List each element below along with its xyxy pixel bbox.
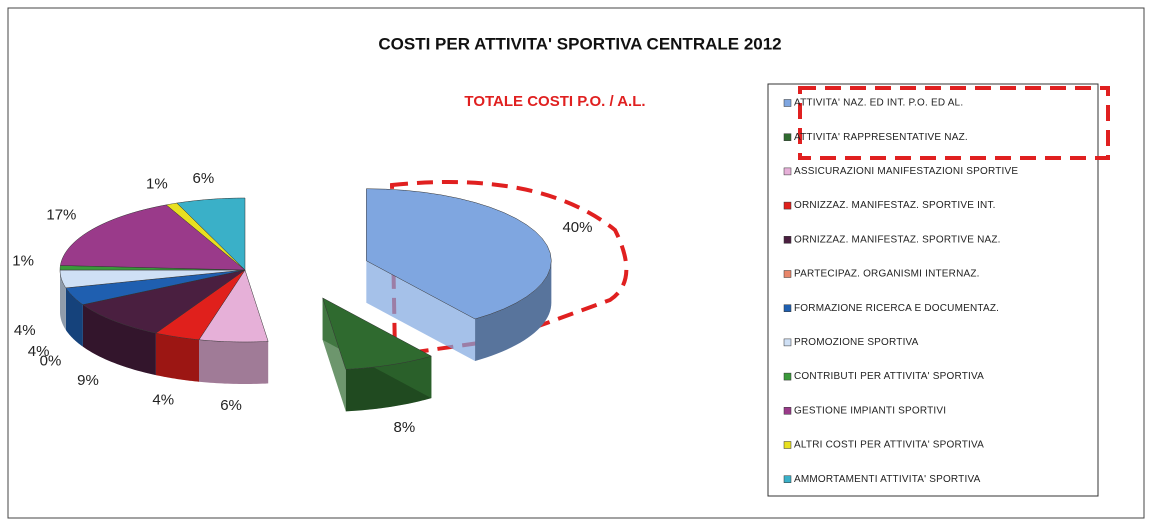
annotation: TOTALE COSTI P.O. / A.L. [464,93,645,110]
legend-label: PARTECIPAZ. ORGANISMI INTERNAZ. [794,269,980,280]
slice [82,269,246,334]
legend-label: GESTIONE IMPIANTI SPORTIVI [794,405,946,416]
highlight-legend [798,86,1110,160]
slice-wall [322,297,346,412]
slice-side-shade [60,270,66,330]
legend-label: ALTRI COSTI PER ATTIVITA' SPORTIVA [794,440,984,451]
highlight-slice [389,180,629,358]
slice-side [475,260,552,361]
slice-side [60,270,66,330]
slice-side-shade [82,304,156,376]
data-label: 9% [77,372,99,389]
slice [65,269,246,305]
legend-swatch [783,201,792,210]
legend-label: PROMOZIONE SPORTIVA [794,337,919,348]
slice-side-shade [155,333,199,382]
legend-label: FORMAZIONE RICERCA E DOCUMENTAZ. [794,303,999,314]
legend-swatch [783,270,792,278]
slice [60,204,246,271]
legend-label: ORNIZZAZ. MANIFESTAZ. SPORTIVE NAZ. [794,234,1001,245]
legend-label: AMMORTAMENTI ATTIVITA' SPORTIVA [794,474,981,485]
legend-swatch [783,236,792,244]
legend-label: ATTIVITA' RAPPRESENTATIVE NAZ. [794,132,968,143]
slice [165,202,246,271]
data-label: 4% [152,391,174,408]
legend-box [767,83,1099,497]
legend-swatch [783,372,792,381]
slice [366,188,552,320]
slice-side-shade [198,339,269,384]
legend-label: CONTRIBUTI PER ATTIVITA' SPORTIVA [794,371,984,382]
data-label: 40% [562,219,592,236]
slice [59,269,246,289]
slice-wall [366,260,476,361]
slice-side-shade [65,287,83,347]
legend-swatch [783,475,792,483]
legend: ATTIVITA' NAZ. ED INT. P.O. ED AL. ATTIVI… [783,98,1018,485]
data-label: 6% [220,397,242,414]
data-label: 1% [12,252,34,269]
data-label: 1% [146,176,168,193]
data-label: 4% [14,322,36,339]
data-label: 8% [393,419,415,436]
data-label: 6% [193,170,215,187]
legend-swatch [783,133,792,141]
slice [198,269,269,343]
slice [176,197,246,271]
slice [322,297,433,370]
data-label: 0% [40,353,62,370]
legend-label: ASSICURAZIONI MANIFESTAZIONI SPORTIVE [794,166,1018,177]
slice [155,269,246,341]
legend-swatch [783,167,792,176]
slice-side-shade [475,260,552,361]
legend-label: ORNIZZAZ. MANIFESTAZ. SPORTIVE INT. [794,200,996,211]
legend-swatch [783,338,792,347]
slice-side [65,287,83,347]
data-label: 4% [28,343,50,360]
legend-swatch [783,304,792,312]
legend-swatch [783,407,792,415]
slice-side [198,339,269,384]
slice-side [82,304,156,376]
slice-side [155,333,199,382]
legend-label: ATTIVITA' NAZ. ED INT. P.O. ED AL. [794,98,963,109]
legend-swatch [783,441,792,449]
chart-title: COSTI PER ATTIVITA' SPORTIVA CENTRALE 20… [378,34,781,53]
legend-swatch [783,99,792,107]
pie: 40%8%6%4%9%0%4%4%1%17%1% 6% [12,170,592,436]
data-label: 17% [46,206,76,223]
